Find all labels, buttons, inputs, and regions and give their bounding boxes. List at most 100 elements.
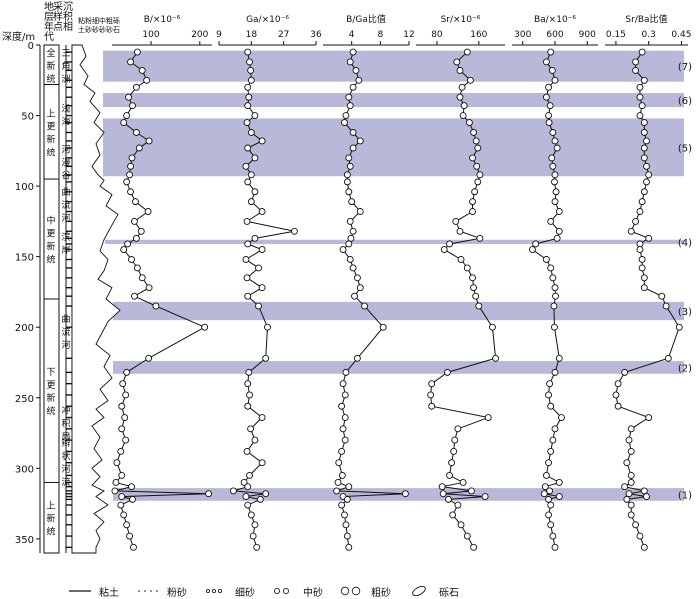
data-point (356, 137, 364, 145)
data-point (251, 154, 259, 162)
data-point (473, 162, 481, 170)
band-label: (4) (678, 238, 692, 249)
panel-0: 100 200 B/×10⁻⁶ (111, 15, 213, 551)
data-point (643, 178, 650, 186)
data-point (338, 447, 346, 455)
data-point (129, 495, 136, 503)
data-point (548, 66, 556, 74)
facies-label: 滨岸 (61, 231, 70, 256)
panel-5: 0.15 0.3 0.45 Sr/Ba比值 (605, 13, 691, 551)
data-point (117, 501, 125, 509)
geochem-panels: 100 200 B/×10⁻⁶ 9 18 27 36 Ga/×10⁻⁶ 4 8 12 B/Ga比值 80… (111, 13, 691, 551)
depth-tick-label: 250 (15, 394, 34, 405)
panel-tick-label: 9 (216, 30, 222, 40)
data-point (258, 414, 266, 421)
data-point (640, 144, 648, 152)
data-point (551, 543, 559, 551)
data-point (145, 137, 153, 145)
data-point (138, 66, 146, 74)
legend-symbol-circles-tiny (201, 586, 231, 596)
data-point (247, 129, 255, 136)
stratum-label: 上更新统 (46, 108, 55, 158)
data-point (245, 93, 253, 101)
depth-tick-label: 0 (28, 41, 34, 52)
data-point (551, 76, 559, 84)
data-point (242, 493, 250, 501)
data-point (205, 490, 213, 498)
data-point (555, 478, 563, 486)
data-point (528, 246, 536, 254)
data-point (201, 323, 209, 331)
data-point (251, 521, 259, 529)
highlight-bands: (7) (6) (5) (4) (3) (2) (1) (103, 50, 692, 501)
data-point (470, 543, 478, 551)
data-point (549, 162, 557, 170)
data-point (551, 368, 559, 376)
panel-tick-label: 600 (546, 30, 563, 40)
data-point (112, 478, 120, 486)
data-point (627, 501, 635, 509)
data-point (532, 240, 540, 248)
data-point (481, 493, 489, 501)
data-point (290, 227, 298, 235)
data-point (341, 391, 349, 399)
data-point (625, 436, 633, 444)
data-point (448, 459, 456, 467)
data-point (117, 447, 125, 455)
data-point (492, 354, 500, 362)
data-point (450, 447, 458, 455)
data-point (549, 532, 557, 540)
facies-label: 冲积扇 (61, 404, 70, 442)
depth-tick-label: 100 (15, 182, 34, 193)
data-point (338, 501, 346, 509)
data-point (546, 380, 554, 388)
data-point (258, 284, 266, 292)
data-point (121, 414, 129, 421)
data-point (126, 171, 134, 179)
data-point (245, 368, 253, 376)
legend-label: 中砂 (303, 587, 323, 599)
data-point (612, 391, 620, 399)
data-point (119, 380, 127, 388)
data-point (244, 501, 252, 509)
data-point (132, 129, 140, 136)
data-point (623, 495, 631, 503)
data-point (488, 323, 496, 331)
panel-tick-label: 80 (431, 30, 443, 40)
data-point (558, 414, 565, 421)
data-point (246, 471, 253, 479)
data-point (551, 284, 559, 292)
data-point (258, 137, 266, 145)
data-point (345, 154, 353, 162)
data-point (472, 137, 480, 145)
data-point (463, 48, 471, 56)
panel-tick-label: 8 (377, 30, 383, 40)
band-label: (2) (678, 363, 692, 374)
data-point (549, 436, 557, 444)
data-point (640, 76, 648, 84)
depth-tick-label: 300 (15, 464, 34, 475)
data-point (343, 178, 351, 186)
data-point (339, 246, 347, 254)
data-point (152, 302, 160, 310)
data-point (484, 414, 492, 421)
data-point (638, 256, 646, 263)
legend-item: 中砂 (269, 584, 323, 599)
data-point (356, 208, 364, 215)
band-label: (7) (678, 62, 692, 73)
data-point (345, 188, 353, 196)
data-point (627, 471, 635, 479)
data-point (335, 459, 343, 467)
data-point (551, 323, 558, 331)
panel-tick-label: 27 (278, 30, 289, 40)
data-point (338, 471, 346, 479)
data-point (645, 414, 653, 421)
strat-column: 0 50 100 150 200 250 300 350 深度/m 地层年代采样点沉积相粘粉细中粗… (2, 0, 121, 554)
data-point (113, 459, 121, 467)
data-point (131, 198, 139, 206)
depth-tick-label: 150 (15, 253, 34, 264)
data-point (551, 171, 559, 179)
data-point (130, 217, 138, 225)
data-point (132, 234, 140, 242)
data-point (118, 402, 126, 410)
